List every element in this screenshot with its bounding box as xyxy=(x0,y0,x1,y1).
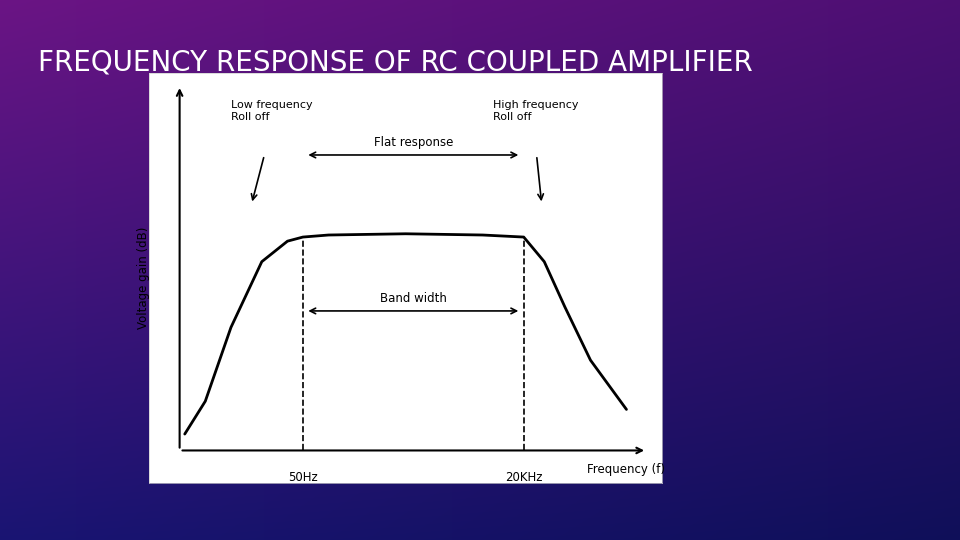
Text: Low frequency
Roll off: Low frequency Roll off xyxy=(231,99,313,122)
Text: 50Hz: 50Hz xyxy=(288,471,318,484)
Text: 20KHz: 20KHz xyxy=(505,471,542,484)
Text: Frequency (f): Frequency (f) xyxy=(588,463,665,476)
Text: High frequency
Roll off: High frequency Roll off xyxy=(492,99,579,122)
Text: Voltage gain (dB): Voltage gain (dB) xyxy=(137,227,150,329)
Text: Band width: Band width xyxy=(380,292,446,305)
Text: FREQUENCY RESPONSE OF RC COUPLED AMPLIFIER: FREQUENCY RESPONSE OF RC COUPLED AMPLIFI… xyxy=(38,49,754,77)
Text: Flat response: Flat response xyxy=(373,136,453,149)
